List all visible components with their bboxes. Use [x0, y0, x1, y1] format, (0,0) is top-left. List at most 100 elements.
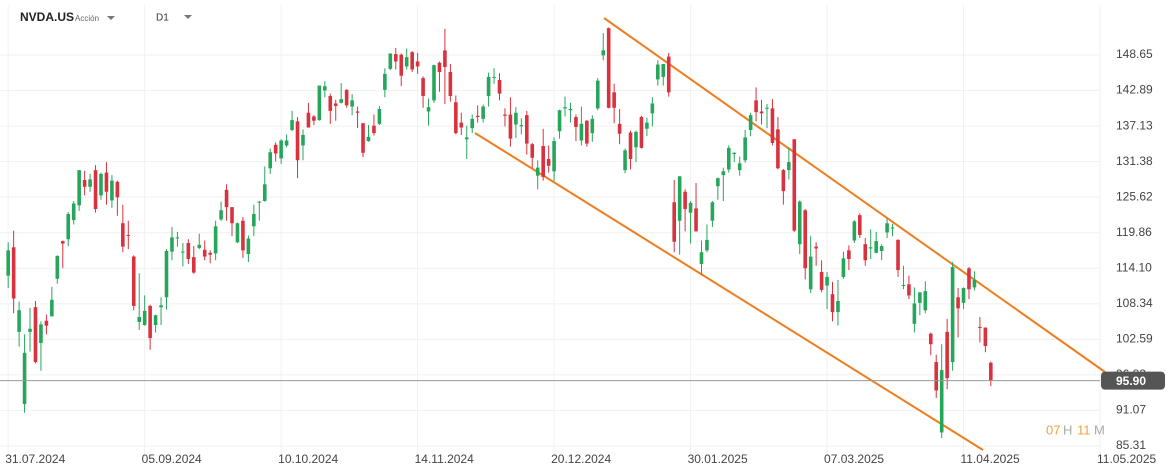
candle-body [492, 76, 496, 78]
candle-body [863, 244, 868, 261]
candle-body [508, 114, 513, 139]
candle-body [290, 120, 294, 130]
candle-body [464, 137, 469, 140]
candle-body [454, 102, 458, 134]
candle-body [415, 61, 420, 67]
candle-body [683, 191, 687, 210]
candle-body [219, 210, 223, 220]
candle-body [246, 238, 251, 255]
candle-body [284, 140, 289, 146]
candle-body [503, 114, 507, 116]
candle-body [279, 140, 283, 159]
candle-body [295, 121, 300, 161]
candle-body [656, 64, 660, 80]
candle-body [39, 324, 43, 343]
candle-body [907, 284, 911, 296]
candle-body [918, 292, 922, 303]
candle-body [879, 246, 884, 251]
candle-body [410, 52, 414, 70]
candle-body [121, 223, 125, 247]
candle-body [82, 180, 87, 187]
x-tick-label: 07.03.2025 [824, 452, 884, 466]
candle-body [552, 141, 556, 172]
candle-body [470, 118, 475, 129]
y-tick-label: 137.13 [1116, 118, 1153, 132]
candle-body [235, 223, 240, 243]
candle-body [50, 299, 54, 317]
candle-body [716, 178, 720, 187]
y-tick-label: 119.86 [1116, 225, 1152, 239]
candle-body [961, 288, 966, 303]
candle-body [126, 234, 131, 236]
candle-body [55, 255, 60, 279]
last-price-box [1101, 371, 1165, 390]
y-tick-label: 108.34 [1116, 296, 1153, 310]
timer-minutes: 11 [1077, 422, 1091, 437]
candle-body [426, 107, 431, 112]
candle-body [148, 305, 152, 339]
candle-body [770, 108, 775, 143]
candle-body [852, 221, 857, 241]
candle-body [928, 333, 933, 345]
candle-body [432, 65, 436, 101]
candle-body [44, 320, 49, 326]
candle-body [186, 242, 191, 260]
candle-body [514, 112, 518, 125]
candle-body [694, 208, 698, 232]
symbol-dropdown[interactable] [107, 16, 115, 20]
candle-body [989, 362, 993, 381]
candle-body [732, 152, 737, 155]
candle-body [230, 207, 234, 224]
candle-body [819, 271, 824, 290]
candle-body [17, 310, 21, 332]
candle-body [33, 307, 38, 363]
timeframe-dropdown[interactable] [184, 15, 192, 19]
candle-body [273, 144, 278, 154]
candle-body [808, 256, 813, 290]
candle-body [956, 297, 960, 309]
candle-body [705, 239, 709, 251]
candle-body [710, 202, 715, 221]
candle-body [524, 115, 529, 144]
candle-body [93, 170, 98, 210]
candle-body [983, 327, 988, 347]
candle-body [28, 328, 32, 332]
candle-body [595, 80, 600, 109]
candle-body [661, 63, 666, 77]
candle-body [612, 92, 616, 108]
candle-body [585, 120, 589, 144]
candle-body [568, 109, 573, 111]
y-tick-label: 148.65 [1116, 47, 1153, 61]
candle-body [181, 251, 185, 253]
symbol[interactable]: NVDA.US [20, 10, 74, 24]
candle-body [934, 362, 939, 391]
candle-body [672, 202, 676, 242]
y-tick-label: 131.38 [1116, 154, 1153, 168]
candle-body [699, 252, 704, 264]
candle-body [563, 107, 567, 109]
y-tick-label: 125.62 [1116, 189, 1153, 203]
candle-body [202, 249, 207, 257]
candle-body [448, 71, 453, 97]
candle-body [317, 85, 322, 121]
candle-body [306, 112, 311, 128]
candle-body [776, 129, 780, 169]
candle-body [645, 122, 649, 129]
candle-body [890, 227, 895, 229]
candle-body [579, 123, 584, 141]
candle-body [241, 220, 245, 251]
candle-body [459, 122, 464, 128]
candle-body [224, 189, 229, 208]
candle-body [912, 303, 917, 324]
candle-body [721, 171, 726, 176]
candle-body [344, 89, 349, 106]
candle-body [858, 215, 862, 235]
candle-body [677, 176, 682, 221]
timer-h: H [1063, 422, 1072, 437]
timeframe[interactable]: D1 [156, 13, 169, 24]
candle-body [759, 111, 764, 114]
asset-type: Acción [75, 14, 99, 23]
y-tick-label: 102.59 [1116, 331, 1153, 345]
